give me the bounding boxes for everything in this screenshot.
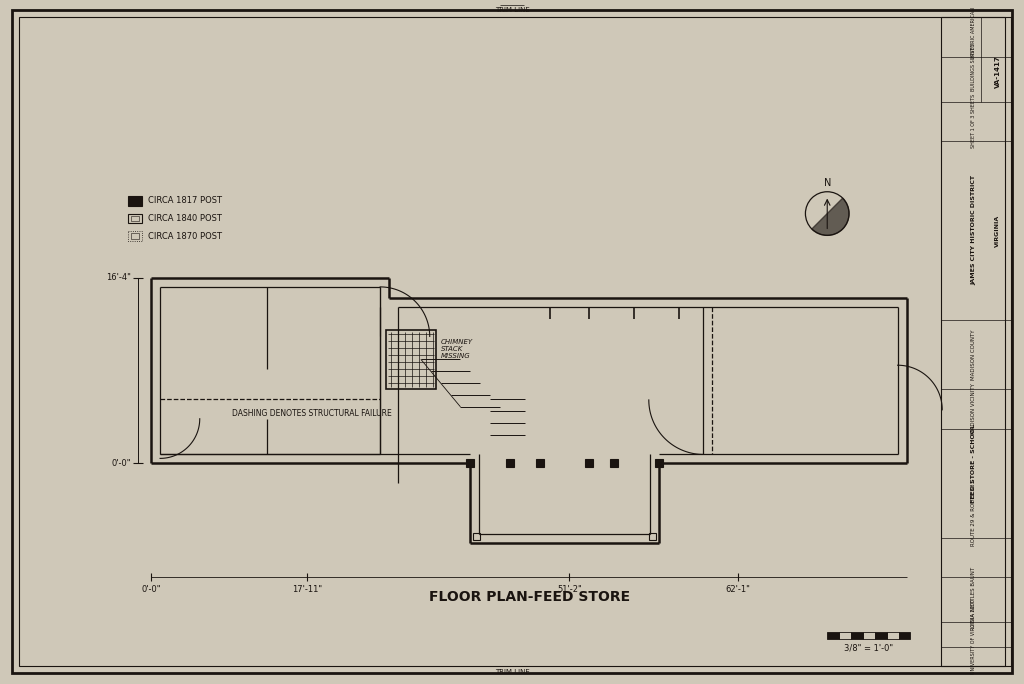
Text: 0'-0": 0'-0" <box>141 586 161 594</box>
Text: ROUTE 29 & ROUTE 631: ROUTE 29 & ROUTE 631 <box>972 480 977 546</box>
Bar <box>851 632 863 639</box>
Text: FLOOR PLAN-FEED STORE: FLOOR PLAN-FEED STORE <box>429 590 631 604</box>
Bar <box>128 231 142 241</box>
Text: JAMES CITY HISTORIC DISTRICT: JAMES CITY HISTORIC DISTRICT <box>972 175 977 285</box>
Bar <box>941 17 1011 666</box>
Text: CHIMNEY
STACK
MISSING: CHIMNEY STACK MISSING <box>440 339 473 359</box>
Text: FEED STORE - SCHOOL: FEED STORE - SCHOOL <box>972 424 977 503</box>
Bar <box>649 533 655 540</box>
Bar <box>610 460 618 467</box>
Text: N: N <box>823 178 830 188</box>
Bar <box>466 460 474 467</box>
Bar <box>128 196 142 206</box>
Bar <box>887 632 899 639</box>
Text: SHEET 1 OF 3 SHEETS: SHEET 1 OF 3 SHEETS <box>972 94 977 148</box>
Text: CIRCA 1840 POST: CIRCA 1840 POST <box>148 214 222 223</box>
Bar <box>874 632 887 639</box>
Text: 3/8" = 1'-0": 3/8" = 1'-0" <box>845 644 893 653</box>
Text: 51'-2": 51'-2" <box>557 586 582 594</box>
Text: BUILDINGS SURVEY: BUILDINGS SURVEY <box>972 43 977 91</box>
Text: MADISON VICINITY: MADISON VICINITY <box>972 384 977 434</box>
Text: UNIVERSITY OF VIRGINIA 2000: UNIVERSITY OF VIRGINIA 2000 <box>972 599 977 674</box>
Text: CIRCA 1817 POST: CIRCA 1817 POST <box>148 196 222 205</box>
Bar <box>654 460 663 467</box>
Bar <box>128 213 142 224</box>
Bar <box>827 632 839 639</box>
Text: TRIM LINE: TRIM LINE <box>495 670 529 676</box>
Text: 16'-4": 16'-4" <box>106 274 131 282</box>
Bar <box>839 632 851 639</box>
Text: 62'-1": 62'-1" <box>726 586 751 594</box>
Bar <box>131 233 139 239</box>
Text: MADISON COUNTY: MADISON COUNTY <box>972 329 977 380</box>
Text: VIRGINIA: VIRGINIA <box>995 214 1000 246</box>
Bar <box>586 460 593 467</box>
Bar <box>899 632 910 639</box>
Bar <box>131 215 139 222</box>
Bar <box>863 632 874 639</box>
Bar <box>536 460 544 467</box>
Bar <box>386 330 435 389</box>
Text: VA-1417: VA-1417 <box>994 55 1000 88</box>
Text: DASHING DENOTES STRUCTURAL FAILURE: DASHING DENOTES STRUCTURAL FAILURE <box>232 409 392 418</box>
Text: HISTORIC AMERICAN: HISTORIC AMERICAN <box>972 7 977 57</box>
Bar <box>506 460 514 467</box>
Text: 17'-11": 17'-11" <box>292 586 322 594</box>
Text: CIRCA 1870 POST: CIRCA 1870 POST <box>148 232 222 241</box>
Text: TRIM LINE: TRIM LINE <box>495 8 529 14</box>
Text: LYDIA NETTLES BAUNT: LYDIA NETTLES BAUNT <box>972 566 977 628</box>
Bar <box>473 533 480 540</box>
Polygon shape <box>812 198 849 235</box>
Text: 0'-0": 0'-0" <box>112 459 131 468</box>
